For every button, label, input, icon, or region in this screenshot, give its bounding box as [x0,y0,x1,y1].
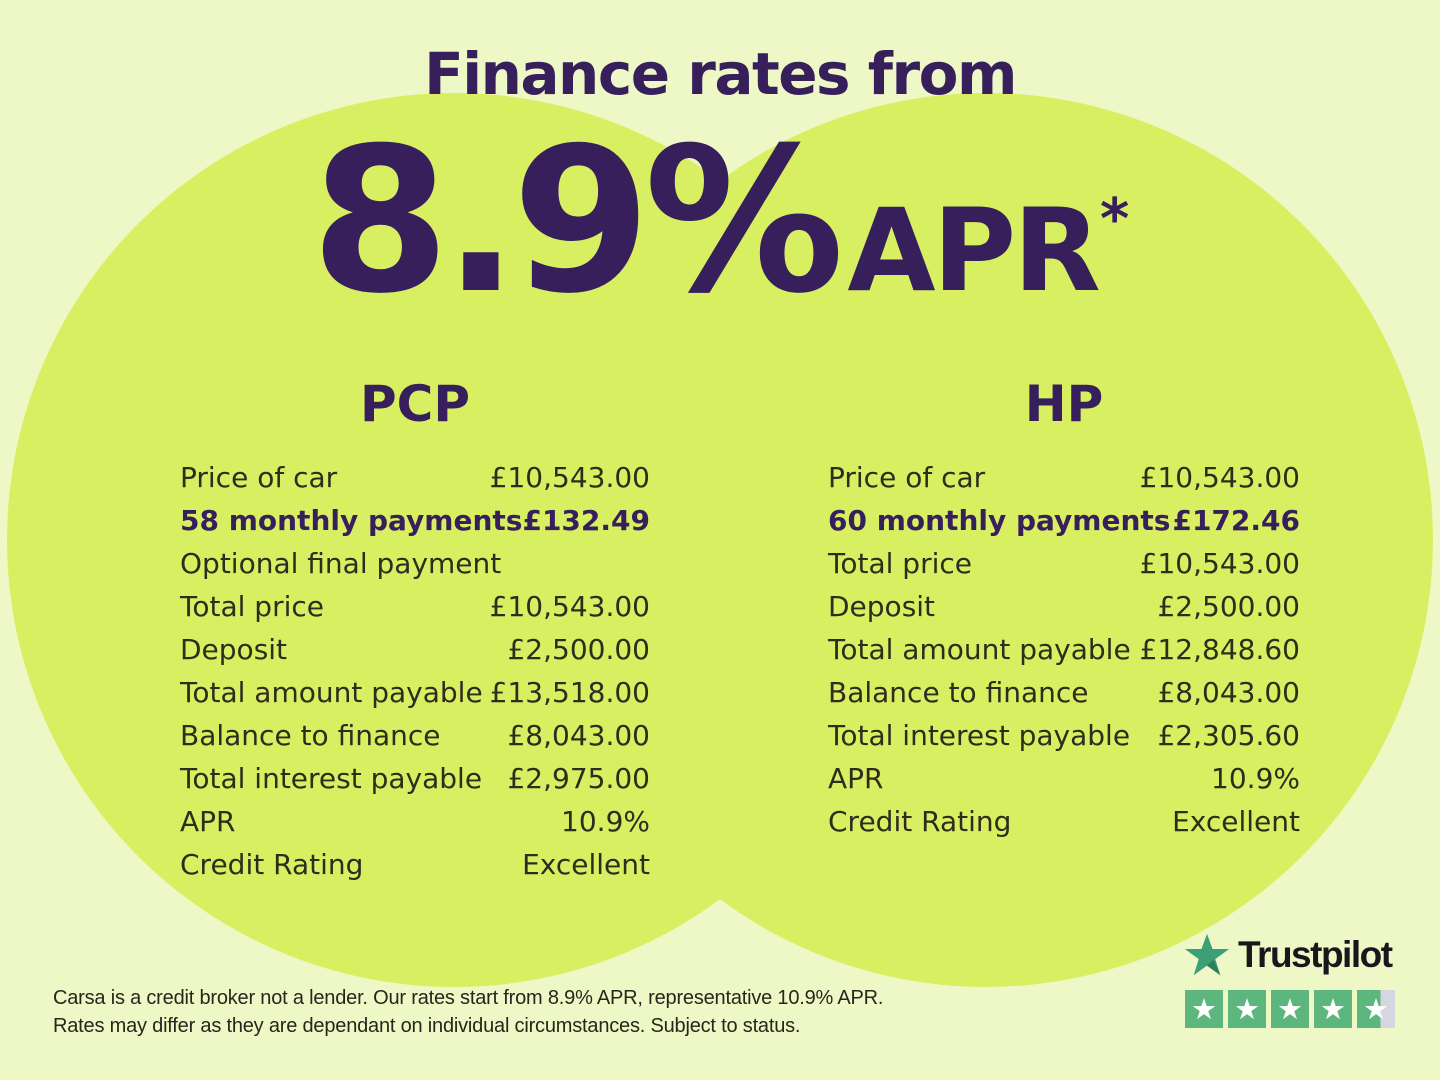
star-box-5-partial: ★ [1357,990,1395,1028]
hp-table-title: HP [1024,375,1104,433]
background-circle-right [539,93,1433,987]
star-box-3: ★ [1271,990,1309,1028]
table-row: Total interest payable £2,305.60 [828,719,1300,752]
star-box-4: ★ [1314,990,1352,1028]
table-row: Price of car £10,543.00 [180,461,650,494]
star-icon: ★ [1277,992,1303,1026]
trustpilot-wordmark: Trustpilot [1238,934,1393,975]
table-row: Total price £10,543.00 [828,547,1300,580]
apr-label: APR [847,184,1101,317]
pcp-table-rows: Price of car £10,543.00 58 monthly payme… [180,456,650,886]
asterisk-footnote-marker: * [1099,187,1130,252]
legal-disclaimer: Carsa is a credit broker not a lender. O… [53,984,883,1040]
hp-table-rows: Price of car £10,543.00 60 monthly payme… [828,456,1300,843]
table-row: Deposit £2,500.00 [828,590,1300,623]
rate-value: 8.9% [310,105,845,338]
star-box-1: ★ [1185,990,1223,1028]
hp-finance-table: HP Price of car £10,543.00 60 monthly pa… [828,378,1300,843]
table-row: Total amount payable £12,848.60 [828,633,1300,666]
disclaimer-line-2: Rates may differ as they are dependant o… [53,1015,801,1037]
table-row: APR 10.9% [828,762,1300,795]
star-icon: ★ [1191,992,1217,1026]
disclaimer-line-1: Carsa is a credit broker not a lender. O… [53,987,884,1009]
trustpilot-rating-stars: ★ ★ ★ ★ ★ [1185,990,1395,1028]
pcp-table-title: PCP [360,375,470,433]
table-row: Credit Rating Excellent [828,805,1300,838]
table-row: APR 10.9% [180,805,650,838]
headline-rate: 8.9%APR* [0,105,1440,338]
table-row: Optional final payment [180,547,502,580]
table-row: Deposit £2,500.00 [180,633,650,666]
trustpilot-star-icon [1184,933,1230,976]
page-title: Finance rates from [424,40,1017,108]
table-row: Price of car £10,543.00 [828,461,1300,494]
star-icon: ★ [1234,992,1260,1026]
star-icon: ★ [1320,992,1346,1026]
trustpilot-logo: Trustpilot [1184,932,1393,978]
table-row: Balance to finance £8,043.00 [828,676,1300,709]
star-icon: ★ [1363,992,1389,1026]
table-row: Total amount payable £13,518.00 [180,676,650,709]
star-box-2: ★ [1228,990,1266,1028]
table-row: Balance to finance £8,043.00 [180,719,650,752]
table-row: Total price £10,543.00 [180,590,650,623]
pcp-finance-table: PCP Price of car £10,543.00 58 monthly p… [180,378,650,886]
table-row-highlight: 58 monthly payments £132.49 [180,504,650,537]
table-row-highlight: 60 monthly payments £172.46 [828,504,1300,537]
table-row: Credit Rating Excellent [180,848,650,881]
table-row: Total interest payable £2,975.00 [180,762,650,795]
